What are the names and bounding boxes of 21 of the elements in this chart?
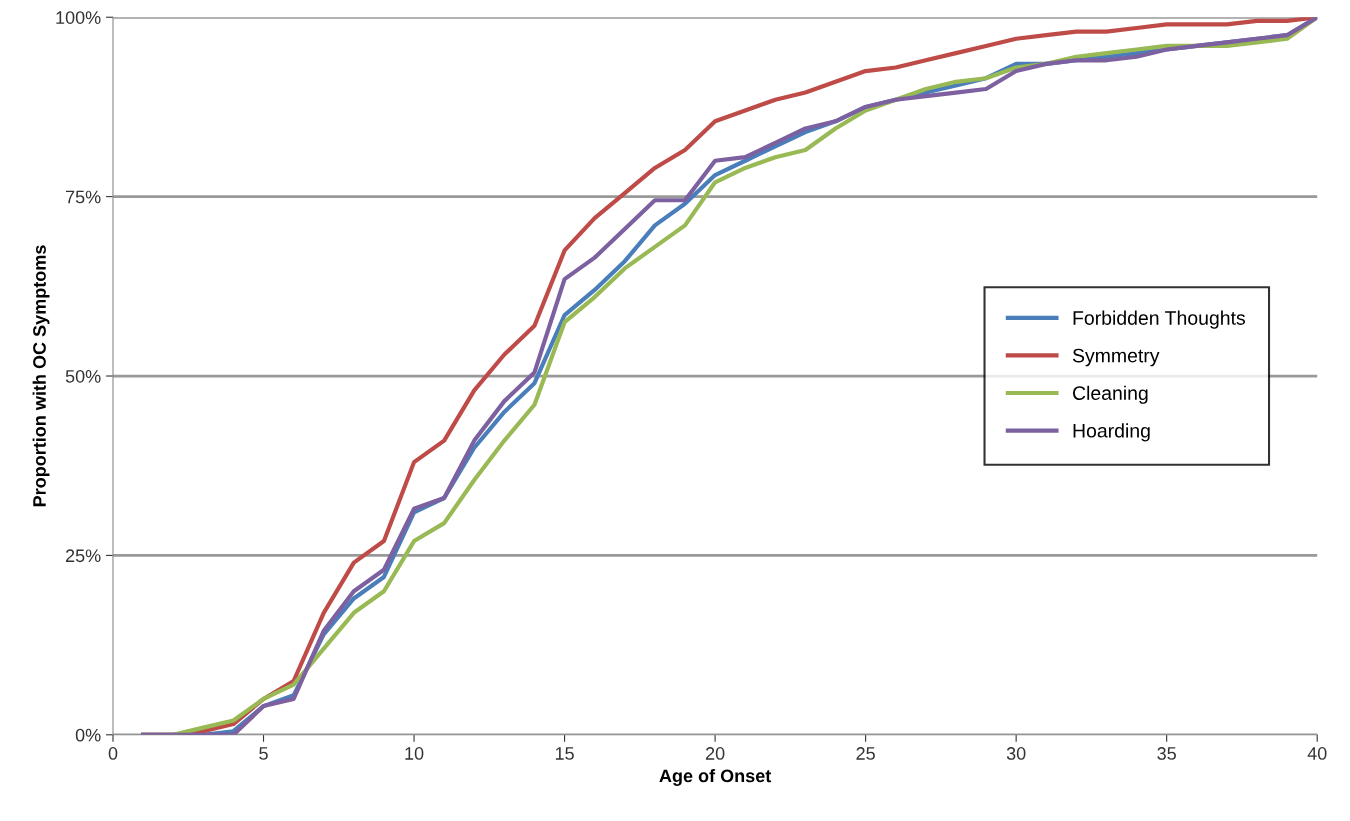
y-tick-label: 0%: [75, 728, 101, 742]
x-tick-label: 40: [1307, 747, 1327, 760]
y-tick-label: 100%: [56, 11, 101, 24]
x-axis-title: Age of Onset: [659, 768, 772, 786]
y-tick-label: 50%: [65, 369, 101, 383]
legend-label: Cleaning: [1073, 385, 1148, 404]
y-axis-title: Proportion with OC Symptoms: [32, 245, 50, 507]
x-tick-label: 10: [405, 747, 424, 760]
x-tick-label: 0: [108, 747, 118, 760]
x-tick-label: 35: [1157, 747, 1176, 760]
legend-label: Hoarding: [1073, 423, 1150, 442]
x-tick-label: 25: [856, 747, 875, 760]
y-tick-label: 25%: [65, 549, 101, 563]
y-tick-label: 75%: [65, 190, 101, 204]
legend-label: Forbidden Thoughts: [1073, 310, 1246, 329]
legend-label: Symmetry: [1072, 348, 1160, 367]
x-tick-label: 5: [259, 747, 268, 760]
x-tick-label: 30: [1006, 747, 1026, 760]
x-tick-label: 20: [705, 747, 725, 760]
line-series: [141, 17, 1318, 735]
x-tick-label: 15: [555, 747, 574, 760]
